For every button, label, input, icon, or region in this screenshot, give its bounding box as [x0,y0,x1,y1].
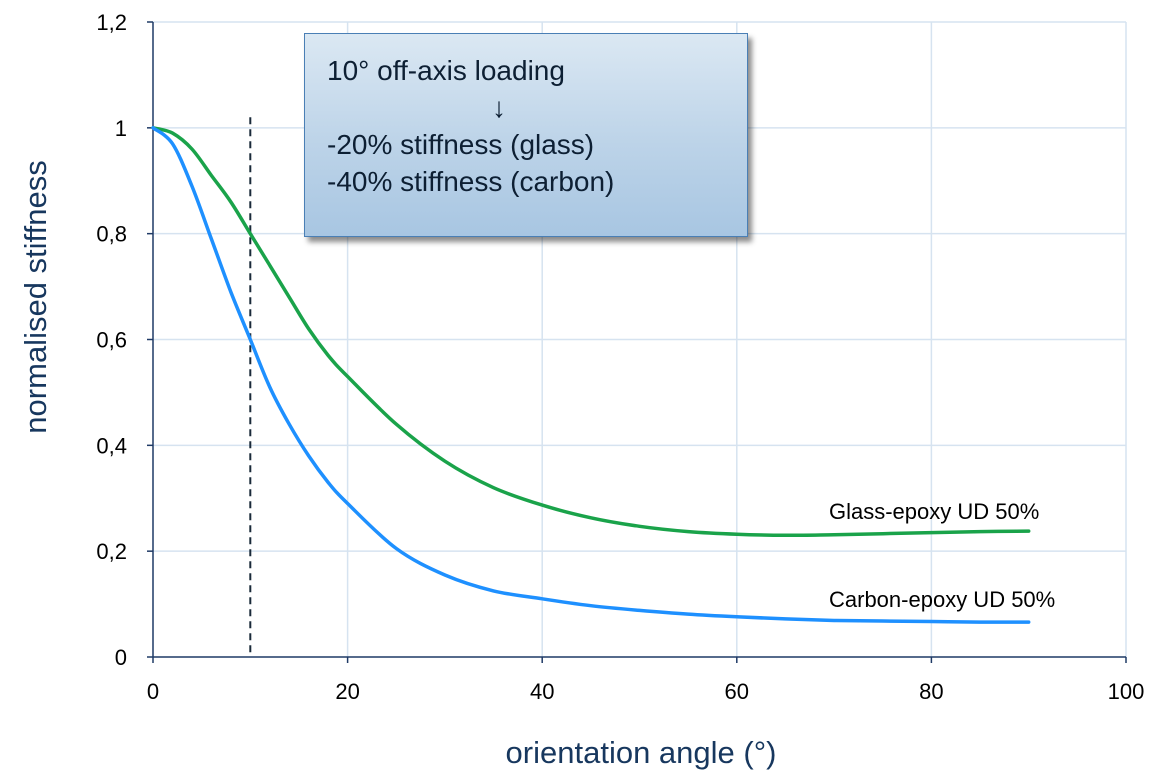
x-tick-label: 100 [1108,679,1145,704]
x-axis-title: orientation angle (°) [506,735,777,770]
annotation-line-1: 10° off-axis loading [327,55,565,86]
series-label-glass: Glass-epoxy UD 50% [829,499,1039,524]
tick-labels: 0 20 40 60 80 100 0 0,2 0,4 0,6 0,8 1 1,2 [96,10,1144,704]
x-tick-label: 60 [725,679,749,704]
annotation-box: 10° off-axis loading ↓ -20% stiffness (g… [304,33,748,237]
series-line-glass [151,126,1031,538]
y-tick-label: 0,6 [96,328,127,353]
y-tick-label: 0,8 [96,222,127,247]
x-tick-label: 20 [335,679,359,704]
series-label-carbon: Carbon-epoxy UD 50% [829,587,1055,612]
y-tick-label: 0,4 [96,433,127,458]
x-tick-label: 80 [919,679,943,704]
annotation-line-4: -40% stiffness (carbon) [327,166,615,197]
annotation-line-3: -20% stiffness (glass) [327,129,595,160]
y-tick-label: 1,2 [96,10,127,35]
y-tick-label: 1 [115,116,127,141]
down-arrow-icon: ↓ [492,92,506,123]
series-line-carbon [151,126,1031,624]
series-lines [151,126,1031,624]
x-tick-label: 0 [147,679,159,704]
y-tick-label: 0,2 [96,539,127,564]
y-tick-label: 0 [115,645,127,670]
x-tick-label: 40 [530,679,554,704]
y-axis-title: normalised stiffness [18,160,53,433]
